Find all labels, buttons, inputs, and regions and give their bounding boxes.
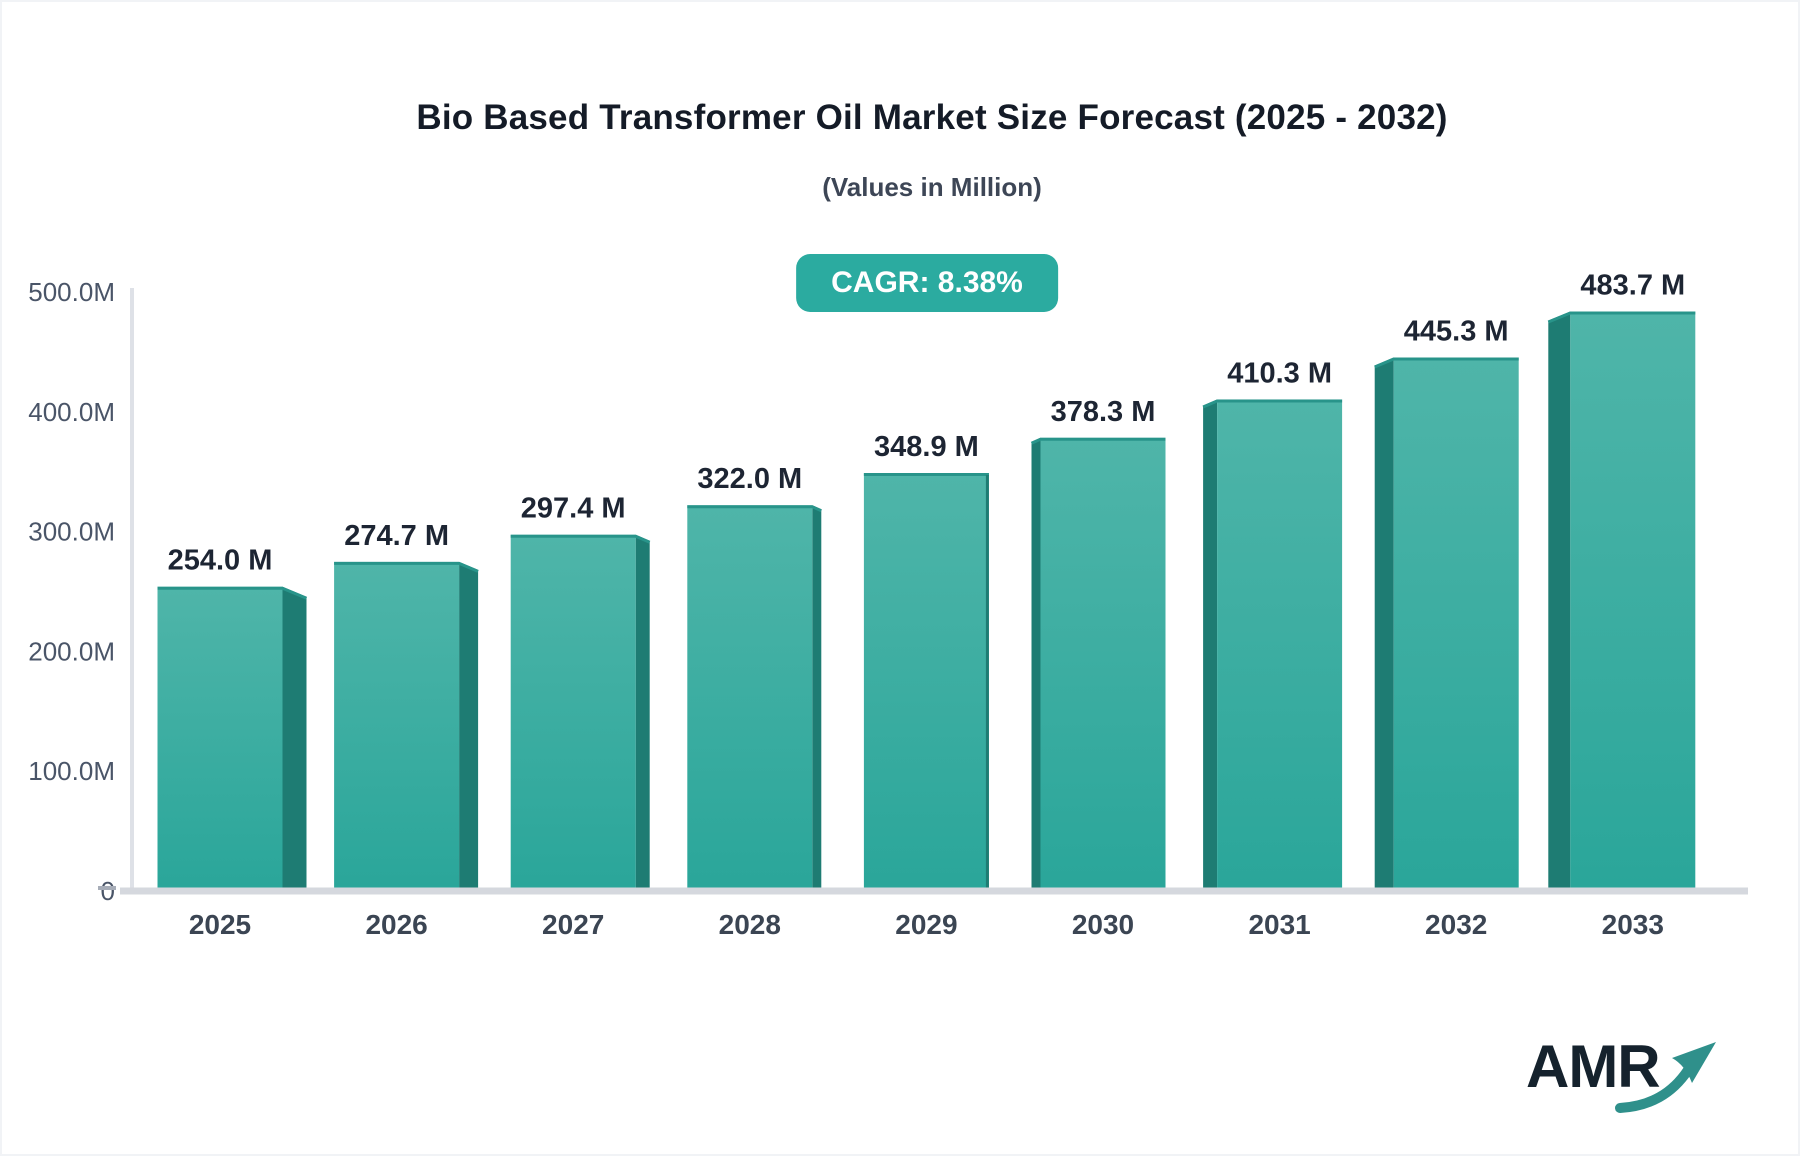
- amr-logo-text: AMR: [1526, 1033, 1661, 1100]
- y-axis-tick-label: 0: [101, 876, 115, 906]
- bar-2031: [1217, 399, 1343, 888]
- x-axis-tick-label: 2031: [1248, 909, 1310, 940]
- y-axis-tick-label: 100.0M: [28, 756, 115, 786]
- bar-value-label: 274.7 M: [344, 520, 449, 552]
- chart-subtitle: (Values in Million): [822, 172, 1042, 202]
- bar-top-edge: [1202, 399, 1343, 409]
- bar-value-label: 297.4 M: [521, 493, 626, 525]
- x-axis-tick-label: 2029: [895, 909, 957, 940]
- x-axis-tick-label: 2027: [542, 909, 604, 940]
- x-axis-tick-label: 2025: [189, 909, 251, 940]
- bar-2030: [1040, 437, 1166, 888]
- bar-top-edge: [157, 586, 308, 600]
- bar-value-label: 348.9 M: [874, 431, 979, 463]
- bar-value-label: 410.3 M: [1227, 357, 1332, 389]
- bar-side-face: [282, 586, 307, 888]
- bar-side-face: [1374, 357, 1394, 888]
- cagr-badge-label: CAGR: 8.38%: [831, 266, 1023, 299]
- bar-2029: [863, 473, 989, 888]
- x-axis-tick-label: 2026: [365, 909, 427, 940]
- bar-side-face: [1031, 437, 1041, 888]
- bar-value-label: 445.3 M: [1404, 316, 1509, 348]
- bar-value-label: 378.3 M: [1051, 396, 1156, 428]
- bar-top-edge: [1374, 357, 1519, 369]
- bar-side-face: [812, 505, 822, 888]
- bar-side-face: [635, 534, 650, 888]
- bar-top-edge: [510, 534, 651, 544]
- bar-side-face: [1548, 311, 1571, 888]
- bar-2033: [1570, 311, 1696, 888]
- trend-up-arrow-icon: [1615, 1042, 1716, 1113]
- x-axis-tick-label: 2033: [1602, 909, 1664, 940]
- bar-top-edge: [1547, 311, 1696, 324]
- bar-top-edge: [334, 561, 479, 573]
- bar-value-label: 254.0 M: [168, 545, 273, 577]
- y-axis-tick-label: 200.0M: [28, 636, 115, 666]
- bar-2032: [1393, 357, 1519, 888]
- bar-side-edge: [985, 475, 989, 888]
- bar-top-edge: [687, 505, 822, 513]
- bar-side-face: [1203, 399, 1218, 888]
- bar-2028: [687, 505, 813, 888]
- bar-2027: [510, 534, 636, 888]
- bar-value-label: 322.0 M: [697, 463, 802, 495]
- amr-logo: AMR: [1526, 1032, 1726, 1122]
- page-title: Bio Based Transformer Oil Market Size Fo…: [416, 98, 1448, 137]
- y-axis-tick-label: 400.0M: [28, 397, 115, 427]
- x-axis-tick-label: 2030: [1072, 909, 1134, 940]
- y-axis-tick-label: 300.0M: [28, 517, 115, 547]
- bar-2026: [334, 561, 460, 888]
- y-axis-tick-label: 500.0M: [28, 277, 115, 307]
- bar-value-label: 483.7 M: [1580, 270, 1685, 302]
- x-axis-tick-label: 2032: [1425, 909, 1487, 940]
- bar-top-edge: [1030, 437, 1166, 445]
- x-axis-tick-label: 2028: [719, 909, 781, 940]
- cagr-badge: CAGR: 8.38%: [796, 254, 1058, 312]
- bar-side-face: [459, 561, 479, 888]
- bar-2025: [157, 586, 283, 888]
